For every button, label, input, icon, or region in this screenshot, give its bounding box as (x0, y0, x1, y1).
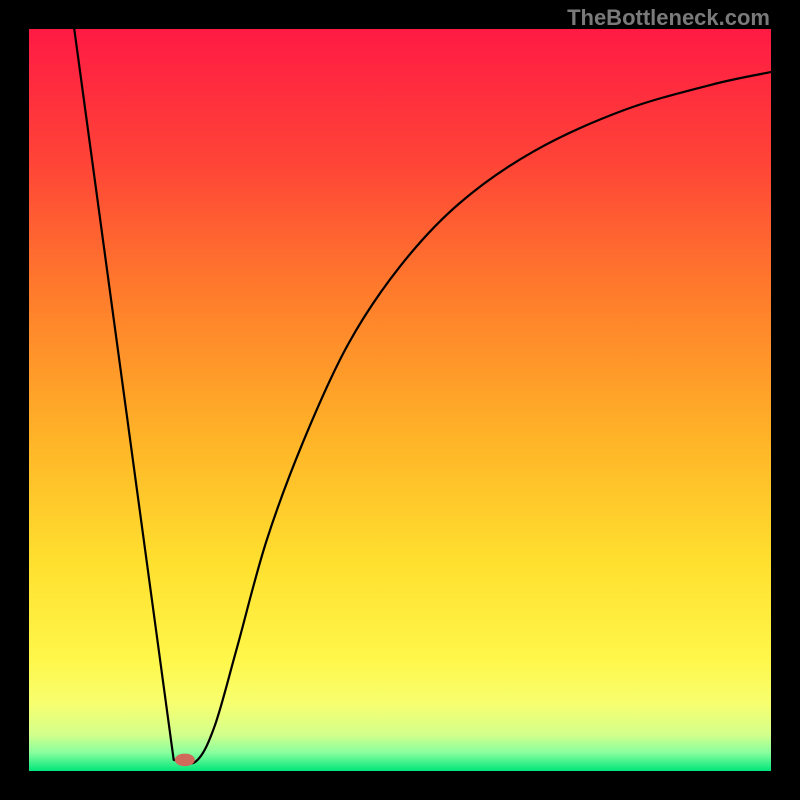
chart-container: TheBottleneck.com (0, 0, 800, 800)
watermark-text: TheBottleneck.com (567, 5, 770, 31)
minimum-marker (175, 754, 195, 767)
plot-area (29, 29, 771, 771)
curve-layer (29, 29, 771, 771)
bottleneck-curve (74, 29, 771, 764)
